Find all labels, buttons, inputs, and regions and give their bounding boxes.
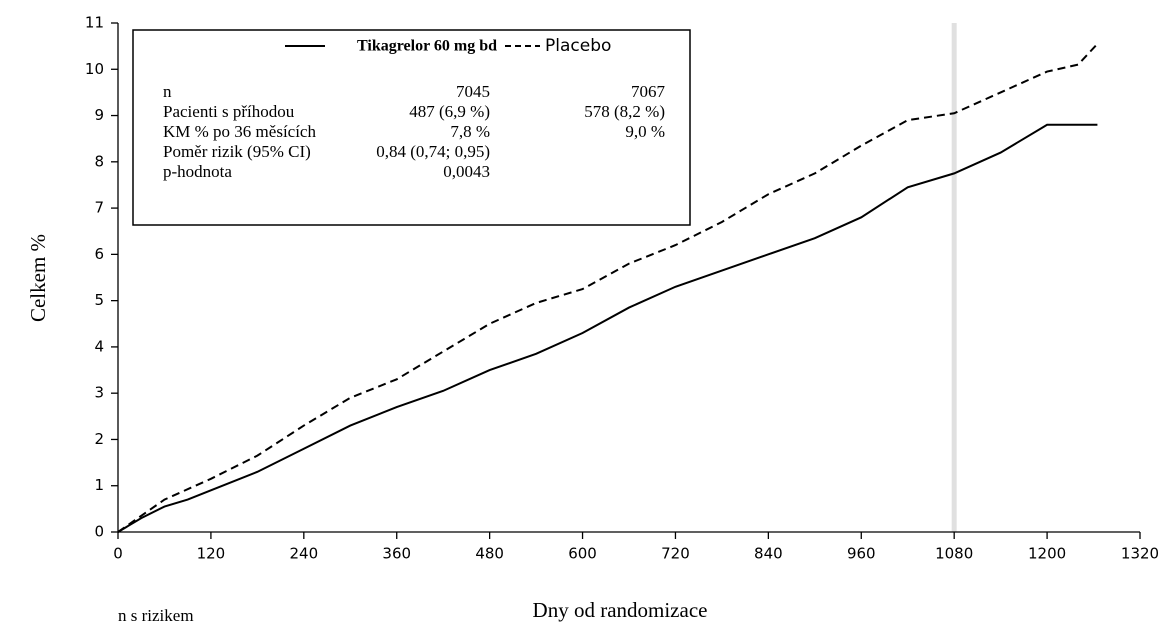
legend-label: Tikagrelor 60 mg bd <box>357 38 497 55</box>
series-line <box>117 123 1098 533</box>
footnote: n s rizikem <box>118 606 194 625</box>
table-cell: 487 (6,9 %) <box>409 102 490 121</box>
legend-box <box>132 29 691 226</box>
y-tick-label: 4 <box>94 337 104 355</box>
table-cell: 578 (8,2 %) <box>584 102 665 121</box>
y-tick-label: 6 <box>94 245 104 263</box>
table-cell: p-hodnota <box>163 162 232 181</box>
table-cell: 9,0 % <box>625 122 665 141</box>
y-tick-label: 11 <box>85 14 104 32</box>
table-cell: 7067 <box>631 82 666 101</box>
y-tick-label: 8 <box>94 152 104 170</box>
x-tick-label: 0 <box>113 545 123 563</box>
x-tick-label: 1320 <box>1121 545 1159 563</box>
x-tick-label: 360 <box>382 545 411 563</box>
table-cell: n <box>163 82 172 101</box>
x-tick-label: 720 <box>661 545 690 563</box>
x-tick-label: 120 <box>197 545 226 563</box>
legend-label: Placebo <box>545 36 611 56</box>
x-tick-label: 240 <box>289 545 318 563</box>
series-line <box>117 43 1099 533</box>
x-tick-label: 480 <box>475 545 504 563</box>
x-tick-label: 1200 <box>1028 545 1066 563</box>
y-axis-label: Celkem % <box>26 234 50 322</box>
x-tick-label: 600 <box>568 545 597 563</box>
x-tick-label: 960 <box>847 545 876 563</box>
y-tick-label: 10 <box>85 60 104 78</box>
table-cell: Pacienti s příhodou <box>163 102 295 121</box>
y-tick-label: 9 <box>94 106 104 124</box>
y-tick-label: 1 <box>94 476 104 494</box>
table-cell: 0,84 (0,74; 0,95) <box>376 142 490 161</box>
x-tick-label: 840 <box>754 545 783 563</box>
table-cell: KM % po 36 měsících <box>163 122 316 141</box>
table-cell: 7045 <box>456 82 490 101</box>
y-tick-label: 2 <box>94 430 104 448</box>
table-cell: 0,0043 <box>443 162 490 181</box>
y-tick-label: 5 <box>94 291 104 309</box>
x-axis-label: Dny od randomizace <box>533 598 708 622</box>
table-cell: Poměr rizik (95% CI) <box>163 142 311 161</box>
y-tick-label: 7 <box>94 199 104 217</box>
y-tick-label: 0 <box>94 523 104 541</box>
x-tick-label: 1080 <box>935 545 973 563</box>
y-tick-label: 3 <box>94 384 104 402</box>
table-cell: 7,8 % <box>450 122 490 141</box>
